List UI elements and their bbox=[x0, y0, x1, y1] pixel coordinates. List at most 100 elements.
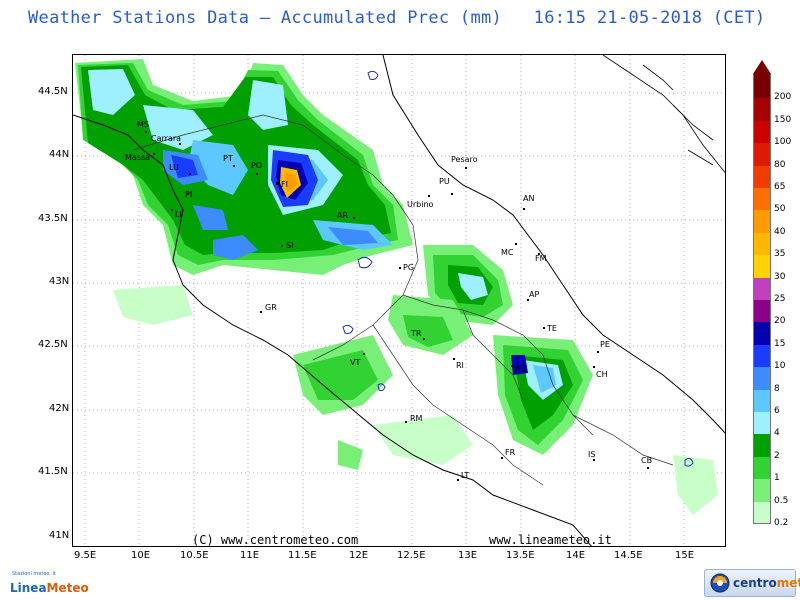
legend-swatch bbox=[753, 344, 771, 368]
centrometeo-logo-text: centrometeo bbox=[733, 576, 800, 590]
centrometeo-globe-icon bbox=[710, 573, 730, 593]
dalmatian-coast bbox=[602, 55, 725, 174]
y-tick-label: 44N bbox=[49, 149, 70, 160]
map-title: Weather Stations Data — Accumulated Prec… bbox=[28, 8, 766, 28]
x-tick-label: 14E bbox=[566, 550, 586, 561]
legend-swatch bbox=[753, 300, 771, 323]
legend-level-label: 8 bbox=[774, 383, 780, 394]
city-marker-ms bbox=[145, 131, 147, 133]
y-tick-label: 41N bbox=[49, 530, 70, 541]
city-marker-si bbox=[281, 245, 283, 247]
x-tick-label: 12.5E bbox=[397, 550, 426, 561]
city-marker-ri bbox=[453, 358, 455, 360]
centrometeo-logo: centrometeo bbox=[704, 569, 800, 597]
x-tick-label: 10E bbox=[131, 550, 151, 561]
city-label-pesaro: Pesaro bbox=[451, 155, 478, 164]
city-label-pu: PU bbox=[439, 177, 450, 186]
legend-swatch bbox=[753, 165, 771, 188]
city-layer: MS Carrara Massa LU PT PO FI PI LI AR SI… bbox=[125, 120, 652, 481]
city-label-is: IS bbox=[588, 450, 595, 459]
city-marker-tr bbox=[423, 338, 425, 340]
city-marker-pu bbox=[451, 193, 453, 195]
legend-level-label: 100 bbox=[774, 137, 792, 148]
legend-level-label: 25 bbox=[774, 294, 786, 304]
city-marker-vt bbox=[363, 353, 365, 355]
city-marker-urbino bbox=[428, 195, 430, 197]
lakes bbox=[342, 70, 694, 467]
x-tick-label: 9.5E bbox=[74, 550, 97, 561]
city-label-ar: AR bbox=[337, 211, 348, 220]
city-marker-massa bbox=[153, 153, 155, 155]
city-marker-te bbox=[543, 327, 545, 329]
city-label-vt: VT bbox=[350, 358, 360, 367]
legend-swatch bbox=[753, 322, 771, 345]
city-label-si: SI bbox=[286, 241, 293, 250]
city-label-fr: FR bbox=[505, 448, 516, 457]
city-label-mc: MC bbox=[501, 248, 514, 257]
legend-swatch bbox=[753, 232, 771, 256]
city-marker-fr bbox=[501, 457, 503, 459]
credit-centrometeo: (C) www.centrometeo.com bbox=[192, 533, 359, 547]
city-marker-rm bbox=[405, 421, 407, 423]
precip-legend: 200 150 100 80 65 50 40 35 30 25 20 15 10 8 6 4 2 1 0.5 0.2 bbox=[748, 60, 800, 530]
legend-level-label: 35 bbox=[774, 249, 786, 260]
centrometeo-logo-accent: meteo bbox=[776, 576, 800, 590]
lineameteo-logo-text: LineaMeteo bbox=[10, 581, 89, 595]
precipitation-map: MS Carrara Massa LU PT PO FI PI LI AR SI… bbox=[72, 54, 726, 547]
legend-swatch bbox=[753, 367, 771, 390]
legend-swatch bbox=[753, 277, 771, 300]
map-canvas: MS Carrara Massa LU PT PO FI PI LI AR SI… bbox=[73, 55, 725, 546]
y-tick-label: 42N bbox=[49, 403, 70, 414]
legend-swatch bbox=[753, 74, 771, 99]
x-tick-label: 11E bbox=[240, 550, 260, 561]
legend-swatch bbox=[753, 210, 771, 233]
legend-swatch bbox=[753, 98, 771, 121]
city-label-cb: CB bbox=[641, 456, 652, 465]
city-label-tr: TR bbox=[410, 329, 422, 338]
x-tick-label: 14.5E bbox=[614, 550, 643, 561]
legend-swatch bbox=[753, 120, 771, 144]
legend-level-label: 200 bbox=[774, 92, 792, 103]
city-label-ms: MS bbox=[137, 120, 149, 129]
city-marker-po bbox=[256, 173, 258, 175]
city-label-pe: PE bbox=[600, 340, 610, 349]
city-marker-fm bbox=[538, 253, 540, 255]
x-tick-label: 13.5E bbox=[506, 550, 535, 561]
city-marker-mc bbox=[515, 243, 517, 245]
legend-swatch bbox=[753, 188, 771, 211]
city-marker-fi bbox=[276, 182, 279, 185]
city-label-pg: PG bbox=[403, 263, 414, 272]
region-borders bbox=[132, 114, 674, 486]
y-tick-label: 41.5N bbox=[38, 466, 68, 477]
lineameteo-logo-name: Linea bbox=[10, 581, 47, 595]
legend-arrow-icon bbox=[753, 60, 771, 74]
legend-level-label: 80 bbox=[774, 159, 786, 170]
lineameteo-logo-accent: Meteo bbox=[46, 581, 89, 595]
city-marker-carrara bbox=[179, 143, 181, 145]
city-label-lt: LT bbox=[461, 471, 469, 480]
credit-lineameteo: www.lineameteo.it bbox=[489, 533, 612, 547]
city-label-li: LI bbox=[175, 210, 182, 219]
x-tick-label: 12E bbox=[349, 550, 369, 561]
y-tick-label: 42.5N bbox=[38, 339, 68, 350]
legend-swatch bbox=[753, 479, 771, 502]
city-label-pi: PI bbox=[185, 190, 192, 199]
legend-swatch bbox=[753, 456, 771, 480]
legend-swatch bbox=[753, 501, 771, 524]
x-tick-label: 10.5E bbox=[180, 550, 209, 561]
city-label-gr: GR bbox=[265, 303, 277, 312]
legend-level-label: 0.5 bbox=[774, 495, 789, 506]
city-label-fi: FI bbox=[281, 180, 288, 189]
city-label-fm: FM bbox=[535, 254, 547, 263]
city-marker-gr bbox=[260, 311, 262, 313]
legend-level-label: 6 bbox=[774, 406, 780, 416]
city-marker-pt bbox=[233, 165, 235, 167]
legend-level-label: 10 bbox=[774, 361, 786, 372]
city-label-ch: CH bbox=[596, 370, 608, 379]
city-label-carrara: Carrara bbox=[151, 134, 181, 143]
city-label-ri: RI bbox=[456, 361, 464, 370]
city-marker-li bbox=[171, 209, 173, 211]
legend-level-label: 0.2 bbox=[774, 518, 789, 528]
city-marker-an bbox=[523, 208, 525, 210]
lineameteo-logo-tagline: Stazioni meteo .it bbox=[12, 571, 56, 577]
